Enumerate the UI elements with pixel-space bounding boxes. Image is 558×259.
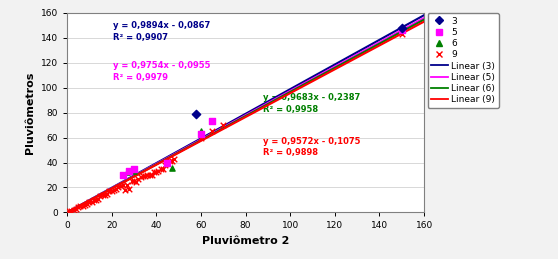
Point: [127, 179, 136, 183]
Point: [192, 112, 201, 116]
Point: [114, 185, 123, 190]
Point: [71, 207, 80, 211]
Point: [134, 177, 143, 181]
Point: [397, 26, 406, 30]
Point: [147, 173, 156, 177]
Point: [196, 129, 205, 133]
Point: [143, 173, 152, 177]
Y-axis label: Pluviômetros: Pluviômetros: [25, 71, 35, 154]
Point: [208, 129, 217, 133]
Point: [105, 189, 114, 193]
Point: [141, 174, 150, 178]
Point: [208, 119, 217, 124]
Point: [129, 167, 138, 171]
Point: [163, 160, 172, 165]
Text: y = 0,9754x - 0,0955
R² = 0,9979: y = 0,9754x - 0,0955 R² = 0,9979: [113, 61, 211, 82]
Point: [89, 198, 98, 202]
Point: [94, 197, 103, 201]
Point: [92, 198, 100, 202]
Point: [154, 169, 163, 173]
Point: [96, 194, 105, 198]
Point: [67, 209, 76, 213]
Point: [161, 163, 170, 167]
Point: [109, 188, 118, 192]
Point: [165, 159, 174, 163]
Point: [196, 135, 205, 140]
Point: [397, 28, 406, 32]
Point: [125, 187, 134, 191]
Point: [163, 160, 172, 165]
Point: [170, 157, 179, 161]
Point: [138, 174, 147, 178]
Point: [80, 203, 89, 207]
Point: [129, 179, 138, 183]
X-axis label: Pluviômetro 2: Pluviômetro 2: [202, 236, 289, 246]
Point: [74, 205, 83, 210]
Point: [145, 173, 154, 177]
Point: [397, 32, 406, 36]
Point: [121, 188, 129, 192]
Point: [219, 123, 228, 127]
Point: [107, 189, 116, 193]
Point: [129, 169, 138, 173]
Point: [123, 183, 132, 187]
Point: [69, 208, 78, 212]
Point: [116, 184, 125, 188]
Point: [158, 167, 167, 171]
Point: [87, 200, 96, 205]
Point: [85, 200, 94, 205]
Point: [167, 159, 176, 163]
Point: [112, 187, 121, 191]
Point: [78, 204, 87, 208]
Point: [167, 166, 176, 170]
Point: [98, 193, 107, 197]
Point: [136, 175, 145, 179]
Point: [65, 209, 74, 213]
Legend: 3, 5, 6, 9, Linear (3), Linear (5), Linear (6), Linear (9): 3, 5, 6, 9, Linear (3), Linear (5), Line…: [427, 13, 499, 108]
Point: [150, 170, 158, 175]
Point: [123, 170, 132, 175]
Text: y = 0,9572x - 0,1075
R² = 0,9898: y = 0,9572x - 0,1075 R² = 0,9898: [263, 136, 361, 157]
Text: y = 0,9683x - 0,2387
R² = 0,9958: y = 0,9683x - 0,2387 R² = 0,9958: [263, 93, 360, 113]
Point: [103, 192, 112, 196]
Point: [83, 202, 92, 206]
Point: [152, 170, 161, 175]
Point: [100, 193, 109, 197]
Point: [196, 132, 205, 136]
Text: y = 0,9894x - 0,0867
R² = 0,9907: y = 0,9894x - 0,0867 R² = 0,9907: [113, 21, 210, 42]
Point: [118, 183, 127, 187]
Point: [156, 167, 165, 171]
Point: [125, 169, 134, 173]
Point: [76, 204, 85, 208]
Point: [118, 173, 127, 177]
Point: [132, 181, 141, 185]
